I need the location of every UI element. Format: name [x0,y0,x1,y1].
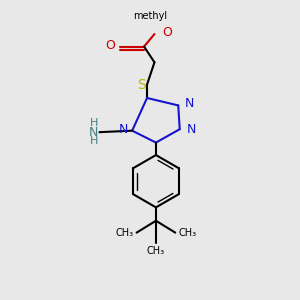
Text: O: O [162,26,172,39]
Text: O: O [105,39,115,52]
Text: N: N [118,123,128,136]
Text: N: N [186,123,196,136]
Text: N: N [88,126,98,139]
Text: methyl: methyl [133,11,167,21]
Text: CH₃: CH₃ [178,228,196,238]
Text: H: H [90,118,98,128]
Text: CH₃: CH₃ [116,228,134,238]
Text: H: H [90,136,98,146]
Text: CH₃: CH₃ [147,246,165,256]
Text: S: S [137,78,146,92]
Text: N: N [185,98,194,110]
